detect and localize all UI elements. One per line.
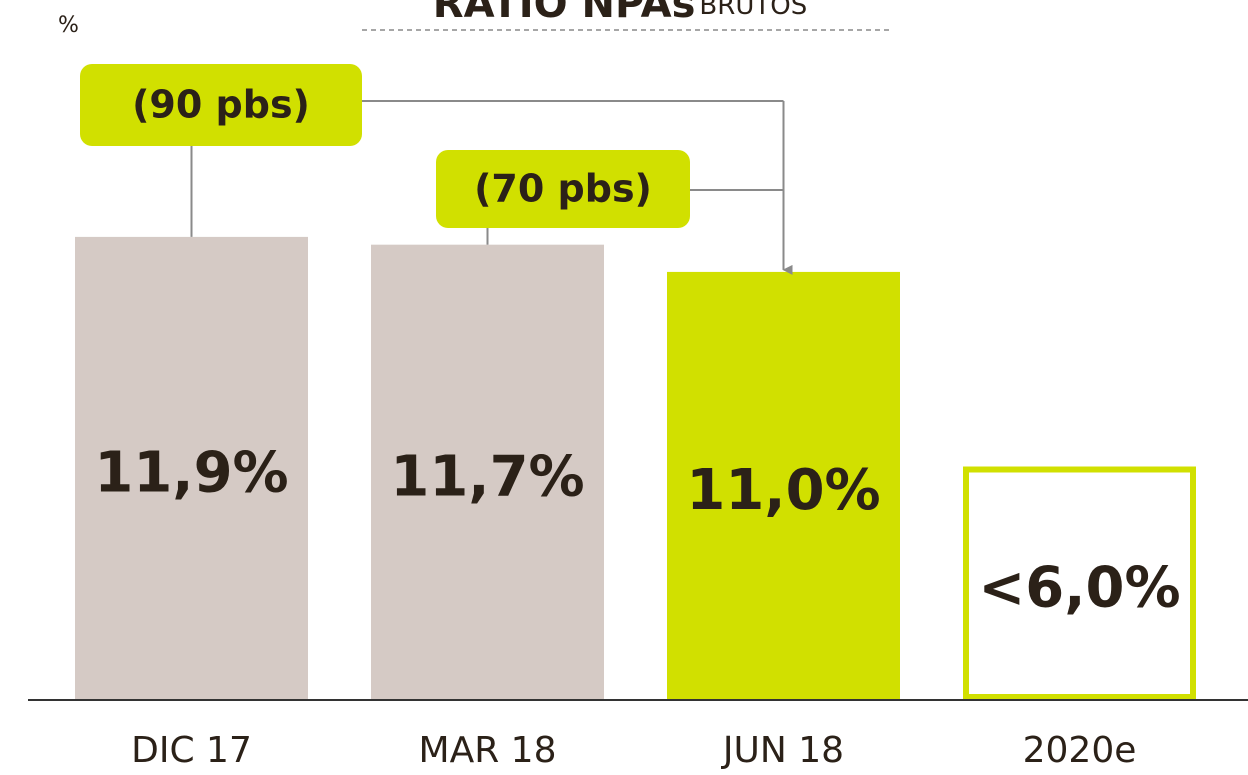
annotation-label: (70 pbs): [474, 167, 652, 211]
value-label: 11,0%: [686, 458, 880, 523]
value-label: 11,9%: [94, 441, 288, 506]
bar: [75, 236, 308, 700]
x-tick-label: DIC 17: [131, 730, 252, 771]
y-unit: %: [58, 13, 79, 38]
bar: [963, 466, 1196, 700]
x-tick-label: MAR 18: [419, 730, 557, 771]
x-tick-label: JUN 18: [721, 730, 844, 771]
chart-subtitle: BRUTOS: [699, 0, 807, 21]
value-label: 11,7%: [390, 444, 584, 509]
chart-title: RATIO NPAs: [433, 0, 696, 27]
value-label: <6,0%: [978, 555, 1180, 620]
chart-title-group: RATIO NPAs BRUTOS: [433, 0, 807, 27]
annotation-box: [436, 150, 690, 228]
x-tick-label: 2020e: [1023, 730, 1137, 771]
annotation-box: [80, 64, 362, 146]
bar: [667, 271, 900, 700]
annotation-label: (90 pbs): [132, 83, 310, 127]
bar: [371, 244, 604, 701]
